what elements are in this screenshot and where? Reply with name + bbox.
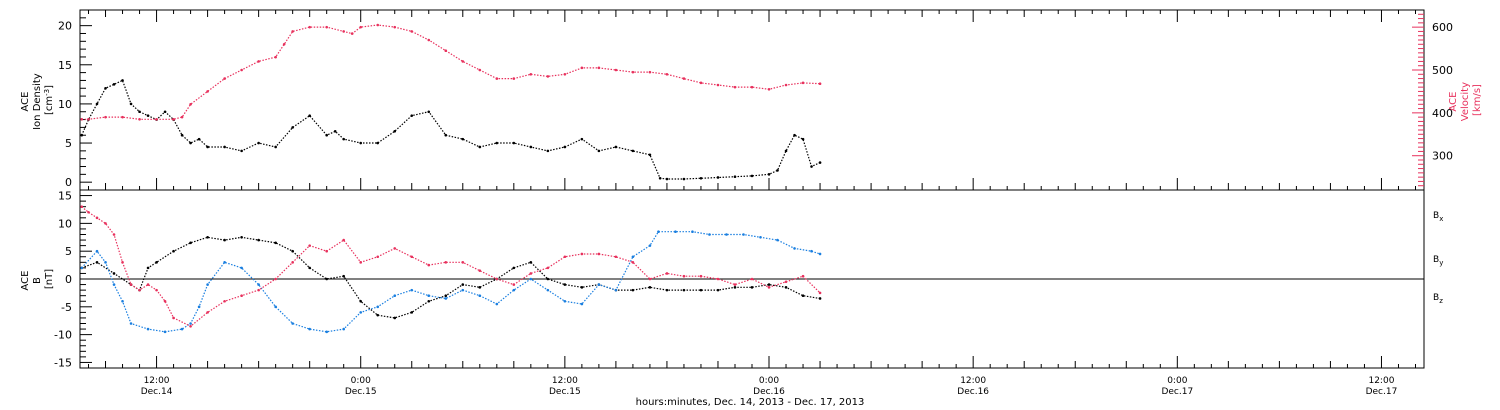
legend-entry-bz: Bz: [1433, 293, 1443, 305]
bottom-left-tick-label: -15: [54, 356, 72, 369]
bottom-left-label-1: B: [32, 277, 43, 284]
bottom-left-tick-label: -5: [61, 301, 72, 314]
top-left-tick-label: 15: [58, 59, 72, 72]
b-y-point: [818, 252, 822, 256]
b-z-series: [80, 205, 822, 328]
velocity-point: [750, 85, 754, 89]
legend-subscript: y: [1439, 259, 1443, 267]
velocity-series: [80, 23, 822, 121]
top-right-tick-label: 500: [1432, 64, 1453, 77]
x-tick-date-label: Dec.16: [753, 387, 785, 397]
b-y-point: [725, 233, 728, 236]
top-left-label-unit-base: [cm: [44, 96, 55, 115]
top-data: [80, 23, 822, 181]
b-z-point: [818, 291, 822, 295]
velocity-point: [104, 115, 107, 119]
bottom-left-tick-label: -10: [54, 329, 72, 342]
legend-entry-bx: Bx: [1433, 211, 1443, 223]
bottom-left-label-0: ACE: [20, 271, 31, 291]
bottom-left-tick-label: 10: [58, 217, 72, 230]
legend-main: B: [1433, 255, 1439, 265]
velocity-trace: [81, 24, 821, 120]
x-tick-date-label: Dec.14: [141, 387, 173, 397]
bottom-left-axis-title: ACE B [nT]: [20, 267, 55, 290]
ion-density-trace: [81, 79, 821, 180]
x-tick-time-label: 0:00: [351, 376, 371, 386]
x-tick-time-label: 0:00: [1167, 376, 1187, 386]
legend-subscript: x: [1439, 215, 1443, 223]
bottom-left-tick-label: 0: [65, 273, 72, 286]
x-axis-labels: 12:00Dec.140:00Dec.1512:00Dec.150:00Dec.…: [141, 376, 1398, 397]
legend-main: B: [1433, 293, 1439, 303]
b-x-trace: [81, 236, 821, 319]
top-left-label-0: ACE: [20, 92, 31, 112]
top-right-tick-label: 400: [1432, 107, 1453, 120]
top-left-axis: 0 5 10 15 20: [58, 17, 92, 189]
ion-density-point: [699, 176, 703, 180]
legend-main: B: [1433, 211, 1439, 221]
top-right-tick-label: 600: [1432, 21, 1453, 34]
top-right-axis-title: ACE Velocity [km/s]: [1448, 79, 1483, 121]
b-x-point: [699, 288, 703, 292]
top-x-ticks: [88, 10, 1416, 190]
b-z-point: [444, 261, 448, 264]
x-tick-date-label: Dec.17: [1161, 387, 1193, 397]
bottom-x-ticks: [88, 356, 1416, 368]
top-left-label-1: Ion Density: [32, 73, 43, 130]
velocity-point: [172, 117, 175, 121]
bottom-left-tick-label: 5: [65, 245, 72, 258]
top-panel-frame: [79, 9, 1425, 191]
x-tick-time-label: 12:00: [960, 376, 986, 386]
b-y-point: [674, 230, 677, 234]
top-left-tick-label: 10: [58, 98, 72, 111]
top-right-tick-label: 300: [1432, 150, 1453, 163]
b-x-series: [80, 235, 822, 320]
top-right-label-2: [km/s]: [1472, 84, 1483, 116]
top-left-label-unit-sup: -3: [43, 89, 51, 96]
top-panel: 0 5 10 15 20 300 400 500 600 ACE Ion Density [c…: [20, 9, 1483, 191]
ion-density-point: [767, 173, 771, 176]
x-tick-time-label: 12:00: [1368, 376, 1394, 386]
top-left-axis-title: ACE Ion Density [cm-3]: [20, 70, 55, 130]
b-y-point: [657, 230, 660, 234]
top-left-label-unit-close: ]: [44, 85, 55, 89]
x-tick-time-label: 12:00: [552, 376, 578, 386]
velocity-point: [121, 115, 124, 119]
x-tick-time-label: 12:00: [144, 376, 170, 386]
x-tick-date-label: Dec.16: [957, 387, 989, 397]
top-left-tick-label: 5: [65, 137, 72, 150]
x-tick-date-label: Dec.17: [1366, 387, 1398, 397]
legend-subscript: z: [1439, 297, 1443, 305]
ion-density-point: [495, 141, 499, 145]
b-y-trace: [81, 231, 821, 333]
top-left-tick-label: 0: [65, 176, 72, 189]
b-y-series: [80, 230, 822, 334]
top-right-label-1: Velocity: [1460, 82, 1471, 121]
bottom-left-label-2: [nT]: [44, 269, 55, 289]
x-tick-time-label: 0:00: [759, 376, 779, 386]
bottom-left-axis: -15 -10 -5 0 5 10 15: [54, 190, 92, 369]
legend-entry-by: By: [1433, 255, 1443, 267]
top-right-label-0: ACE: [1448, 92, 1459, 112]
b-z-trace: [81, 206, 821, 328]
bottom-left-tick-label: 15: [58, 190, 72, 203]
ion-density-series: [80, 79, 822, 181]
top-left-tick-label: 20: [58, 20, 72, 33]
bottom-data: [80, 205, 822, 334]
top-left-label-unit: [cm-3]: [43, 85, 55, 115]
top-right-axis: 300 400 500 600: [1412, 13, 1453, 187]
ion-density-point: [512, 141, 516, 145]
velocity-point: [818, 82, 822, 86]
x-axis-title: hours:minutes, Dec. 14, 2013 - Dec. 17, …: [636, 397, 865, 408]
x-tick-date-label: Dec.15: [549, 387, 581, 397]
x-tick-date-label: Dec.15: [345, 387, 377, 397]
